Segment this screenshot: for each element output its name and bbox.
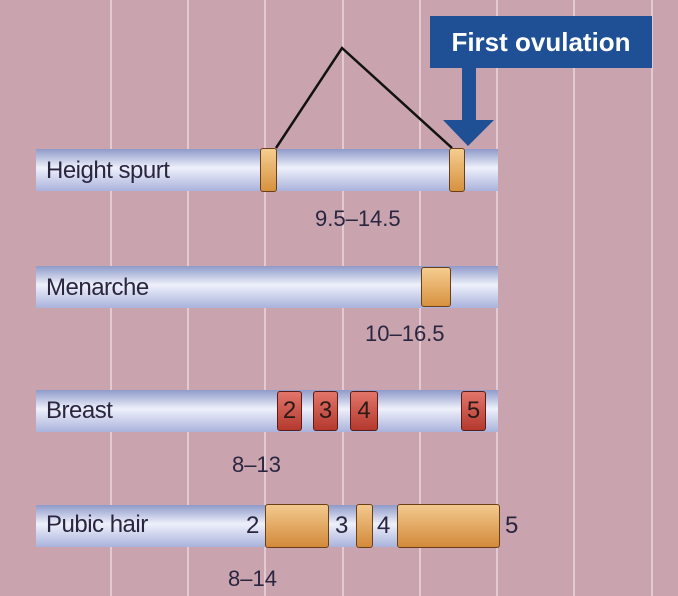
ovulation-arrow-shaft xyxy=(462,68,476,120)
grid-line xyxy=(651,0,653,596)
pubic-hair-block-3-4 xyxy=(356,504,373,548)
grid-line xyxy=(573,0,575,596)
pubic-hair-stage-3: 3 xyxy=(335,512,349,539)
pubic-hair-stage-2: 2 xyxy=(246,512,260,539)
breast-stage-4: 4 xyxy=(350,391,378,431)
breast-stage-5: 5 xyxy=(461,391,486,431)
menarche-marker xyxy=(421,267,451,307)
menarche-range: 10–16.5 xyxy=(365,321,445,346)
height-spurt-end-marker xyxy=(449,148,465,192)
breast-bar xyxy=(36,390,498,432)
height-spurt-curve xyxy=(274,46,453,149)
ovulation-arrow-head xyxy=(443,120,494,146)
breast-range: 8–13 xyxy=(232,452,281,477)
breast-label: Breast xyxy=(46,397,113,424)
breast-stage-2: 2 xyxy=(277,391,302,431)
pubic-hair-block-4-5 xyxy=(397,504,500,548)
breast-stage-3: 3 xyxy=(313,391,338,431)
pubic-hair-stage-4: 4 xyxy=(377,512,391,539)
first-ovulation-callout: First ovulation xyxy=(430,16,652,68)
menarche-label: Menarche xyxy=(46,274,149,301)
height-spurt-start-marker xyxy=(260,148,277,192)
pubic-hair-label: Pubic hair xyxy=(46,511,148,538)
pubic-hair-range: 8–14 xyxy=(228,566,277,591)
height-spurt-range: 9.5–14.5 xyxy=(315,206,401,231)
height-spurt-label: Height spurt xyxy=(46,157,170,184)
pubic-hair-block-2-3 xyxy=(265,504,329,548)
pubic-hair-stage-5: 5 xyxy=(505,512,519,539)
